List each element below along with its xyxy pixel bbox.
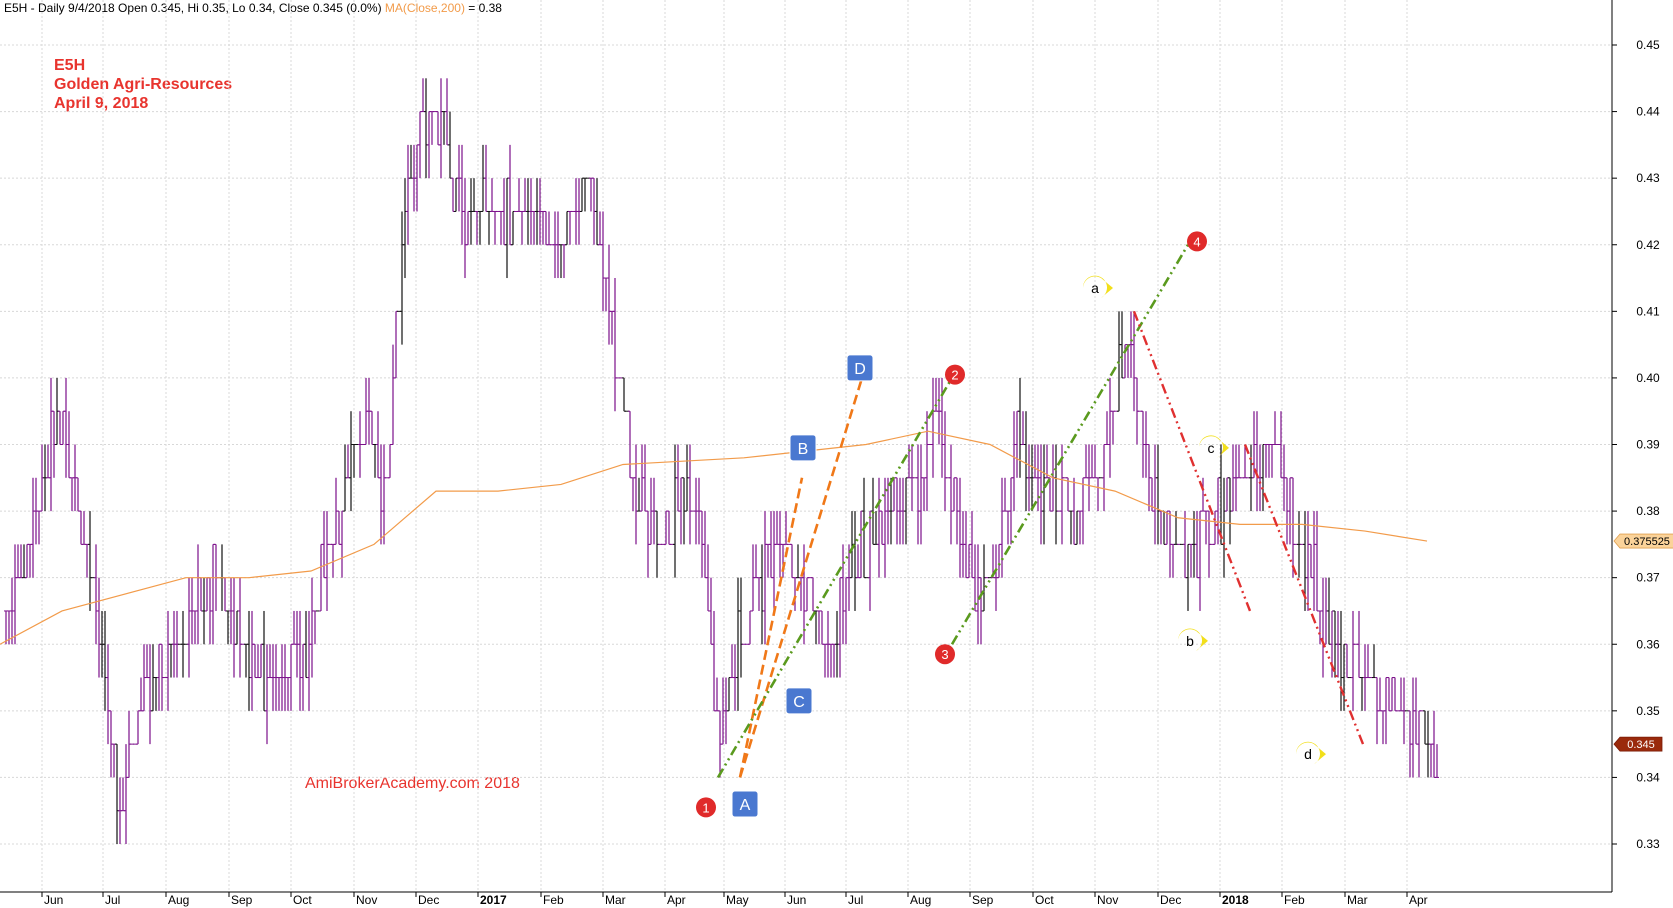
trend-line xyxy=(1243,444,1365,745)
header-ohlc: E5H - Daily 9/4/2018 Open 0.345, Hi 0.35… xyxy=(4,1,382,15)
marker-label-4: 4 xyxy=(1193,234,1200,249)
wave-markers: 1 2 3 4 A B C Da b c d xyxy=(696,231,1326,818)
symbol-info: E5H Golden Agri-Resources April 9, 2018 xyxy=(54,56,232,113)
marker-label-a: a xyxy=(1091,280,1099,296)
x-tick-label: Aug xyxy=(168,893,189,907)
y-tick-label: 0.37 xyxy=(1636,571,1660,585)
marker-box-B xyxy=(789,434,817,462)
marker-callout-d xyxy=(1295,741,1326,765)
y-tick-label: 0.38 xyxy=(1636,504,1660,518)
x-tick-label: Nov xyxy=(1097,893,1118,907)
x-tick-label: Dec xyxy=(418,893,439,907)
marker-label-B: B xyxy=(798,441,809,458)
y-tick-label: 0.43 xyxy=(1636,171,1660,185)
chart-header: E5H - Daily 9/4/2018 Open 0.345, Hi 0.35… xyxy=(4,1,502,15)
price-tag-label: 0.375525 xyxy=(1624,536,1670,548)
x-tick-label: Jun xyxy=(787,893,806,907)
marker-circle-4 xyxy=(1187,231,1207,252)
price-tag xyxy=(1613,533,1673,549)
marker-box-C xyxy=(785,687,813,715)
trend-line xyxy=(738,377,864,778)
x-tick-label: Feb xyxy=(1284,893,1305,907)
y-tick-label: 0.35 xyxy=(1636,704,1660,718)
marker-label-D: D xyxy=(854,361,866,378)
marker-label-C: C xyxy=(793,694,805,711)
y-tick-label: 0.45 xyxy=(1636,38,1660,52)
marker-label-c: c xyxy=(1208,440,1215,456)
x-tick-label: Oct xyxy=(293,893,312,907)
y-tick-label: 0.36 xyxy=(1636,637,1660,651)
y-tick-label: 0.39 xyxy=(1636,438,1660,452)
x-tick-label: Sep xyxy=(972,893,994,907)
x-tick-label: Dec xyxy=(1160,893,1181,907)
marker-circle-1 xyxy=(696,797,716,818)
x-tick-label: Jun xyxy=(44,893,63,907)
x-tick-label: May xyxy=(726,893,749,907)
marker-callout-a xyxy=(1082,275,1113,299)
trend-line xyxy=(716,377,954,779)
marker-box-A xyxy=(731,790,759,818)
x-tick-label: Mar xyxy=(605,893,626,907)
price-tag-label: 0.345 xyxy=(1627,739,1655,751)
ma-line xyxy=(0,430,1428,645)
y-tick-label: 0.34 xyxy=(1636,770,1660,784)
marker-callout-c xyxy=(1198,435,1229,458)
x-tick-label: Apr xyxy=(1409,893,1428,907)
price-bars xyxy=(4,78,1439,844)
marker-callout-b xyxy=(1177,628,1208,651)
x-tick-label: 2018 xyxy=(1222,893,1249,907)
company-name: Golden Agri-Resources xyxy=(54,76,233,93)
x-tick-label: 2017 xyxy=(480,893,507,907)
marker-label-2: 2 xyxy=(951,368,958,383)
symbol-code: E5H xyxy=(54,57,86,74)
marker-label-b: b xyxy=(1186,633,1194,649)
x-tick-label: Sep xyxy=(231,893,253,907)
x-tick-label: Mar xyxy=(1347,893,1368,907)
x-tick-label: Jul xyxy=(105,893,120,907)
y-tick-label: 0.44 xyxy=(1636,105,1660,119)
marker-circle-3 xyxy=(935,644,955,665)
trend-line xyxy=(1132,310,1252,612)
marker-label-3: 3 xyxy=(941,647,948,662)
x-tick-label: Aug xyxy=(910,893,931,907)
marker-circle-2 xyxy=(945,364,965,385)
marker-box-D xyxy=(846,354,874,382)
x-tick-label: Jul xyxy=(848,893,863,907)
x-tick-label: Apr xyxy=(667,893,686,907)
x-tick-label: Nov xyxy=(356,893,377,907)
header-ma-label: MA(Close,200) xyxy=(384,1,465,15)
y-tick-label: 0.41 xyxy=(1636,304,1660,318)
watermark: AmiBrokerAcademy.com 2018 xyxy=(305,775,520,792)
y-tick-label: 0.33 xyxy=(1636,837,1660,851)
moving-average xyxy=(0,430,1428,645)
marker-label-A: A xyxy=(740,797,751,814)
trend-line xyxy=(738,477,804,778)
header-ma-value: = 0.38 xyxy=(468,1,502,15)
marker-label-d: d xyxy=(1304,746,1312,762)
y-tick-label: 0.42 xyxy=(1636,238,1660,252)
trend-lines xyxy=(716,244,1365,779)
x-tick-label: Feb xyxy=(543,893,564,907)
y-tick-label: 0.40 xyxy=(1636,371,1660,385)
price-tag xyxy=(1613,736,1663,752)
marker-label-1: 1 xyxy=(702,800,709,815)
chart-date: April 9, 2018 xyxy=(54,95,149,112)
x-tick-label: Oct xyxy=(1035,893,1054,907)
